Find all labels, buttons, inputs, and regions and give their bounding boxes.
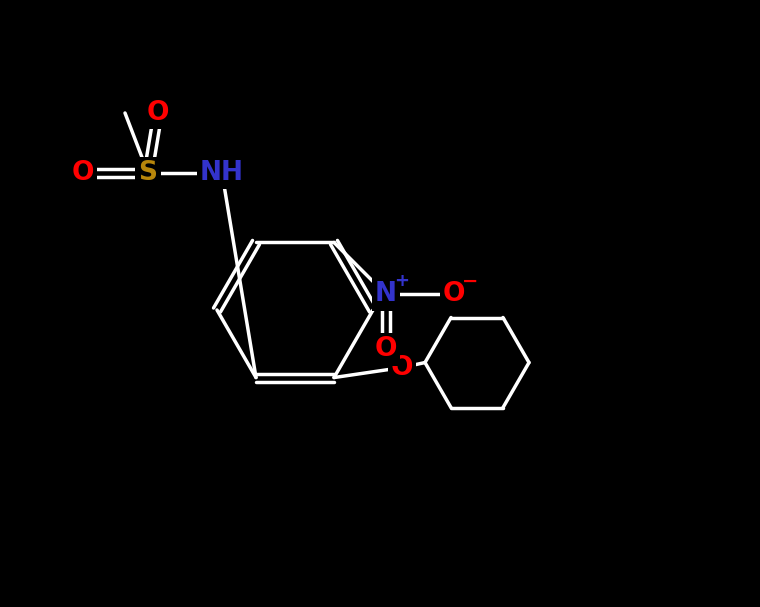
Text: N: N xyxy=(375,282,397,308)
Text: −: − xyxy=(462,272,478,291)
Text: O: O xyxy=(71,160,94,186)
Text: NH: NH xyxy=(200,160,244,186)
Text: S: S xyxy=(138,160,157,186)
Text: O: O xyxy=(391,354,413,381)
Text: +: + xyxy=(394,273,410,291)
Text: O: O xyxy=(375,336,397,362)
Text: O: O xyxy=(147,100,169,126)
Text: O: O xyxy=(443,282,465,308)
